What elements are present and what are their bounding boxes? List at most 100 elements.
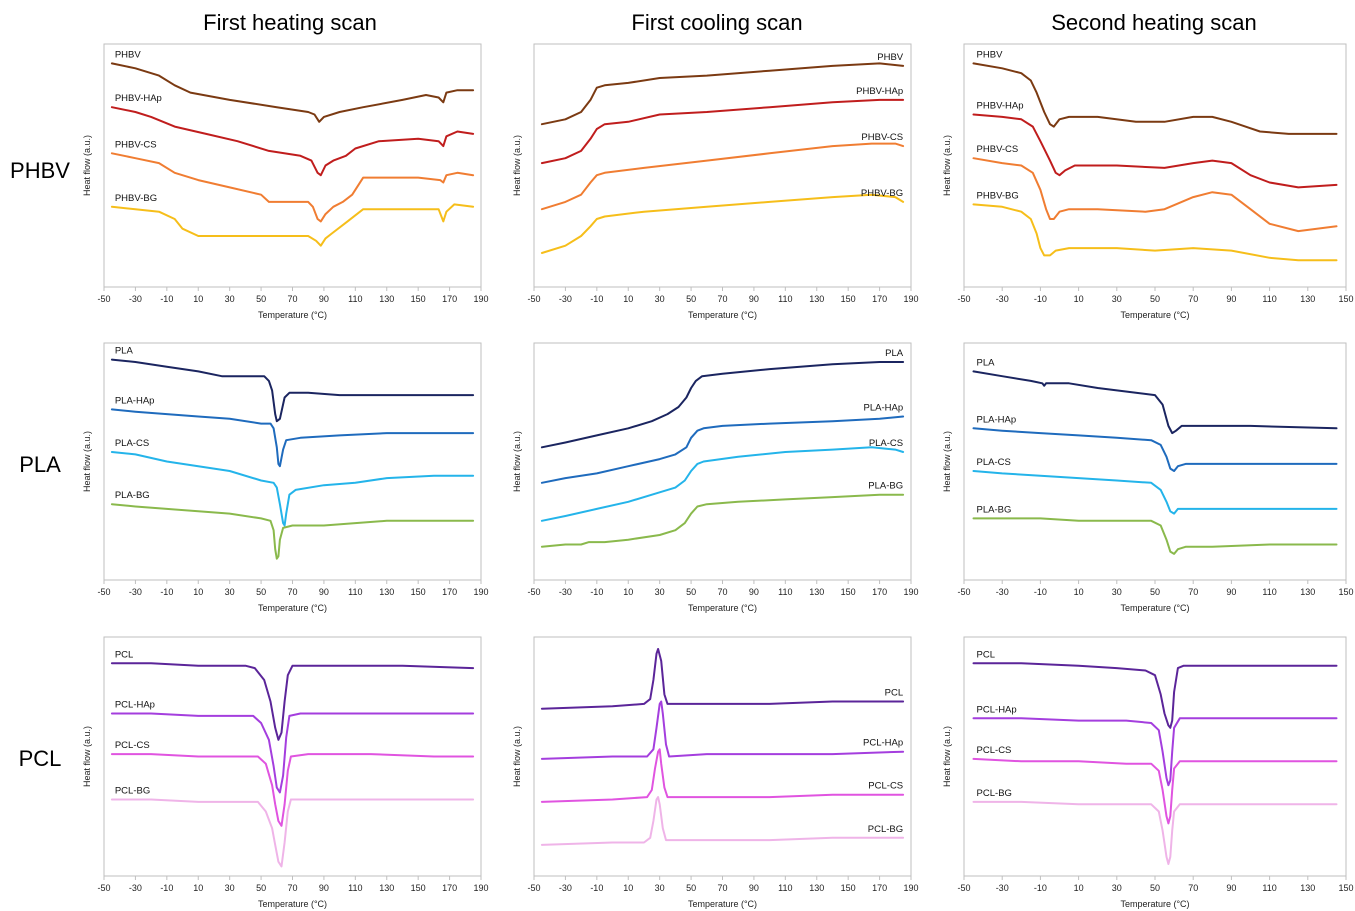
x-tick-label: 50 — [1150, 883, 1160, 893]
x-tick-label: 70 — [717, 587, 727, 597]
y-axis-label: Heat flow (a.u.) — [82, 431, 92, 492]
x-tick-label: 70 — [1188, 587, 1198, 597]
series-label-pla-hap: PLA-HAp — [115, 395, 155, 406]
x-tick-label: 130 — [379, 883, 394, 893]
x-axis-label: Temperature (°C) — [1120, 899, 1189, 909]
x-tick-label: 90 — [1226, 883, 1236, 893]
x-tick-label: 30 — [225, 883, 235, 893]
y-axis-label: Heat flow (a.u.) — [512, 135, 522, 196]
x-tick-label: -10 — [590, 587, 603, 597]
series-line-pcl-cs — [110, 753, 475, 827]
x-tick-label: 10 — [193, 587, 203, 597]
x-tick-label: 50 — [256, 587, 266, 597]
x-tick-label: 110 — [778, 883, 792, 893]
x-tick-label: 90 — [1226, 294, 1236, 304]
column-title-first-heating: First heating scan — [203, 10, 377, 35]
plot-frame — [533, 342, 912, 581]
chart-pla-heat2: -50 -30 -10 10 30 50 70 90 110 130 150 Temperature … — [942, 342, 1354, 613]
chart-phbv-cool1: -50 -30 -10 10 30 50 70 90 110 130 150 170 190 Temper… — [512, 43, 919, 320]
x-axis-label: Temperature (°C) — [688, 603, 757, 613]
series-label-pcl-hap: PCL-HAp — [115, 699, 155, 710]
x-tick-label: -30 — [129, 883, 142, 893]
x-tick-label: 170 — [442, 294, 457, 304]
y-axis-label: Heat flow (a.u.) — [82, 135, 92, 196]
x-tick-label: 110 — [1262, 587, 1276, 597]
series-line-pcl-hap — [540, 700, 905, 760]
x-tick-label: 10 — [623, 883, 633, 893]
series-line-phbv-hap — [110, 106, 475, 177]
x-tick-label: 30 — [655, 587, 665, 597]
series-label-phbv-hap: PHBV-HAp — [856, 86, 903, 97]
chart-pla-heat1: -50 -30 -10 10 30 50 70 90 110 130 150 170 190 Temper… — [82, 342, 489, 613]
series-line-pcl — [972, 662, 1338, 729]
x-tick-label: 50 — [256, 883, 266, 893]
chart-pcl-cool1: -50 -30 -10 10 30 50 70 90 110 130 150 170 190 Temper… — [512, 636, 919, 909]
series-line-phbv — [972, 62, 1338, 135]
series-line-pla-hap — [972, 427, 1338, 472]
y-axis-label: Heat flow (a.u.) — [942, 431, 952, 492]
plot-frame — [963, 636, 1347, 877]
series-label-phbv-hap: PHBV-HAp — [115, 93, 162, 104]
x-tick-label: 10 — [623, 587, 633, 597]
series-line-pla-bg — [110, 503, 475, 560]
x-tick-label: 50 — [686, 294, 696, 304]
x-tick-label: 90 — [749, 294, 759, 304]
series-label-pcl-bg: PCL-BG — [868, 824, 903, 835]
series-line-pla — [972, 370, 1338, 435]
x-tick-label: 30 — [1112, 587, 1122, 597]
x-tick-label: 50 — [1150, 294, 1160, 304]
x-tick-label: 10 — [1074, 587, 1084, 597]
series-line-pcl — [540, 648, 905, 710]
x-tick-label: -10 — [590, 883, 603, 893]
x-tick-label: 170 — [872, 883, 887, 893]
series-label-pcl: PCL — [885, 688, 903, 699]
x-tick-label: 130 — [809, 587, 824, 597]
y-axis-label: Heat flow (a.u.) — [942, 135, 952, 196]
series-label-pcl-hap: PCL-HAp — [863, 738, 903, 749]
series-label-pla-cs: PLA-CS — [115, 438, 149, 449]
x-tick-label: 190 — [473, 587, 488, 597]
x-tick-label: -50 — [97, 883, 110, 893]
x-tick-label: -50 — [957, 294, 970, 304]
x-tick-label: 70 — [717, 294, 727, 304]
series-label-pla-bg: PLA-BG — [977, 504, 1012, 515]
x-tick-label: 170 — [442, 883, 457, 893]
x-axis-label: Temperature (°C) — [1120, 310, 1189, 320]
series-line-phbv — [110, 62, 475, 123]
series-label-pcl-bg: PCL-BG — [115, 786, 150, 797]
x-tick-label: -50 — [97, 587, 110, 597]
series-line-phbv-cs — [972, 157, 1338, 233]
x-tick-label: 110 — [348, 294, 362, 304]
x-tick-label: 30 — [225, 294, 235, 304]
series-label-phbv: PHBV — [877, 52, 904, 63]
x-tick-label: 130 — [1300, 883, 1315, 893]
plot-frame — [533, 43, 912, 288]
series-line-pcl-bg — [110, 798, 475, 868]
x-tick-label: 90 — [319, 587, 329, 597]
x-axis-label: Temperature (°C) — [688, 310, 757, 320]
x-tick-label: 30 — [1112, 883, 1122, 893]
series-label-phbv-cs: PHBV-CS — [115, 139, 157, 150]
x-tick-label: 70 — [717, 883, 727, 893]
x-tick-label: -50 — [957, 587, 970, 597]
x-tick-label: 10 — [623, 294, 633, 304]
series-label-phbv-bg: PHBV-BG — [861, 188, 903, 199]
plot-frame — [103, 342, 482, 581]
series-line-pla — [540, 361, 905, 449]
series-label-pla-bg: PLA-BG — [115, 490, 150, 501]
series-label-pla-hap: PLA-HAp — [977, 414, 1017, 425]
x-tick-label: 150 — [1338, 883, 1353, 893]
x-tick-label: 90 — [749, 883, 759, 893]
series-line-pla-cs — [972, 470, 1338, 515]
x-tick-label: 10 — [1074, 883, 1084, 893]
series-label-pcl: PCL — [977, 649, 995, 660]
y-axis-label: Heat flow (a.u.) — [512, 431, 522, 492]
x-tick-label: 170 — [872, 294, 887, 304]
y-axis-label: Heat flow (a.u.) — [82, 726, 92, 787]
series-line-pcl-bg — [540, 796, 905, 846]
x-tick-label: 130 — [1300, 294, 1315, 304]
x-axis-label: Temperature (°C) — [688, 899, 757, 909]
series-line-phbv-hap — [972, 113, 1338, 189]
chart-phbv-heat1: -50 -30 -10 10 30 50 70 90 110 130 150 170 190 Temper… — [82, 43, 489, 320]
